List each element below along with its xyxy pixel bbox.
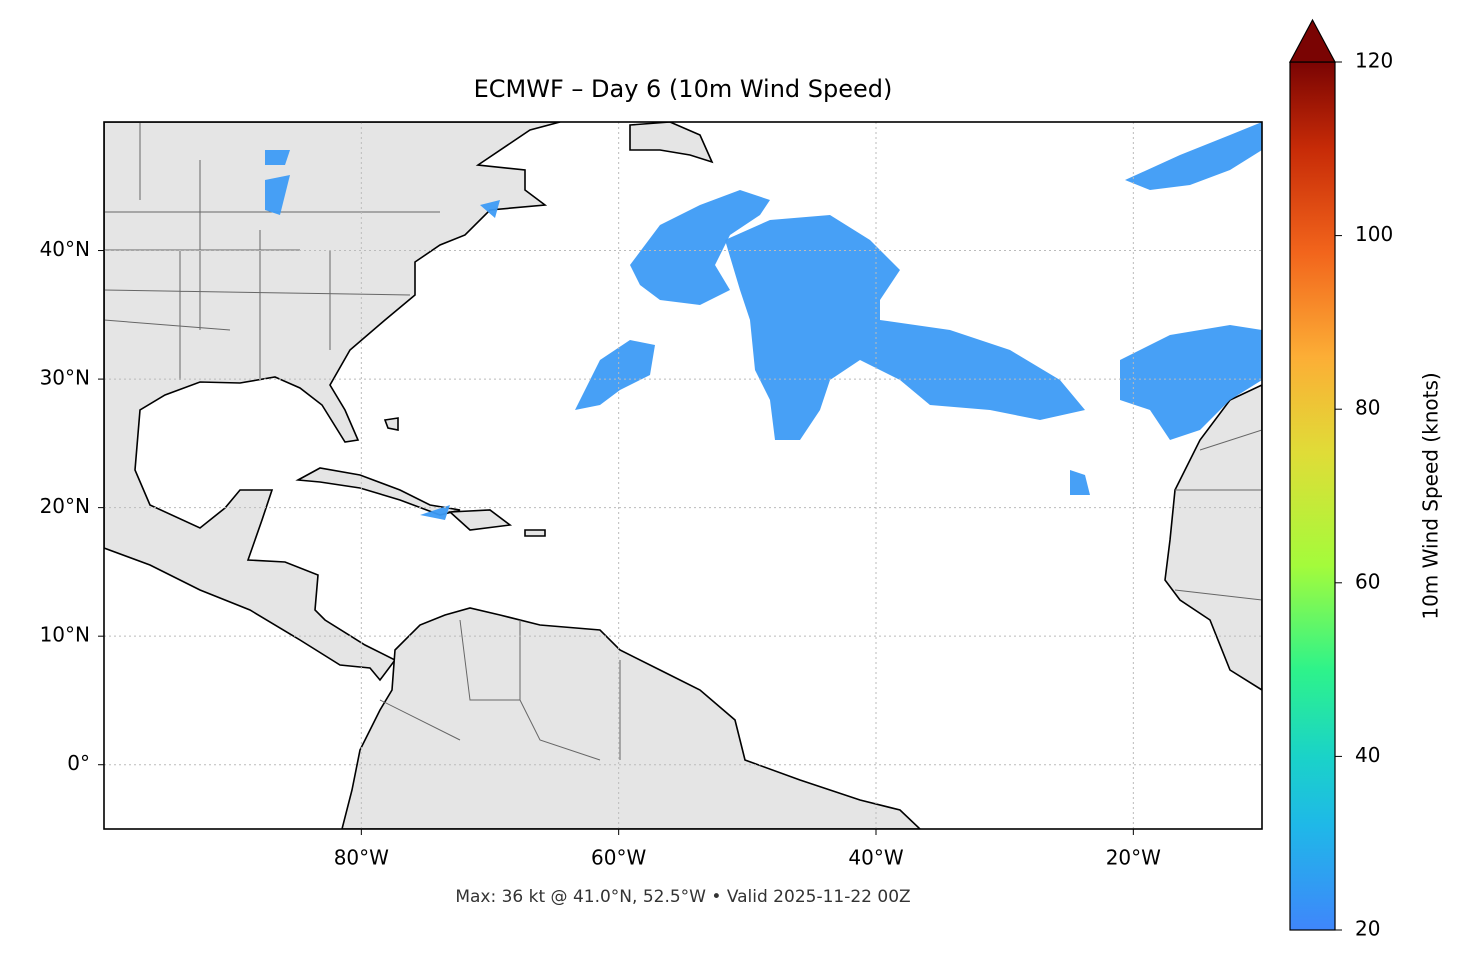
land <box>383 417 546 537</box>
map-layer <box>104 122 1262 829</box>
colorbar-tick-label: 60 <box>1355 569 1380 593</box>
y-tick-label: 0° <box>67 751 90 775</box>
y-tick-label: 30°N <box>40 366 90 390</box>
wind-field <box>1125 122 1262 190</box>
y-tick-label: 10°N <box>40 623 90 647</box>
y-tick-label: 40°N <box>40 237 90 261</box>
map-frame <box>103 121 1263 830</box>
x-tick-label: 60°W <box>591 846 646 870</box>
land <box>341 607 922 829</box>
wind-field <box>630 190 770 305</box>
colorbar-tick-label: 80 <box>1355 396 1380 420</box>
x-tick-label: 40°W <box>848 846 903 870</box>
colorbar-tick-label: 120 <box>1355 49 1393 73</box>
grid <box>104 122 1262 829</box>
land <box>629 122 714 164</box>
colorbar-tick-label: 20 <box>1355 917 1380 941</box>
x-tick-label: 20°W <box>1106 846 1161 870</box>
wind-field <box>725 215 1085 440</box>
land <box>448 509 513 531</box>
land <box>295 467 461 516</box>
y-tick-label: 20°N <box>40 494 90 518</box>
colorbar-tick-label: 40 <box>1355 743 1380 767</box>
colorbar <box>1289 61 1336 931</box>
chart-subtitle: Max: 36 kt @ 41.0°N, 52.5°W • Valid 2025… <box>455 887 910 907</box>
wind-field <box>1120 325 1262 440</box>
colorbar-tick-label: 100 <box>1355 222 1393 246</box>
chart-title: ECMWF – Day 6 (10m Wind Speed) <box>474 75 893 103</box>
land <box>104 122 561 682</box>
x-tick-label: 80°W <box>334 846 389 870</box>
colorbar-extend <box>1288 18 1337 63</box>
colorbar-label: 10m Wind Speed (knots) <box>1419 372 1443 619</box>
land <box>1164 384 1262 691</box>
